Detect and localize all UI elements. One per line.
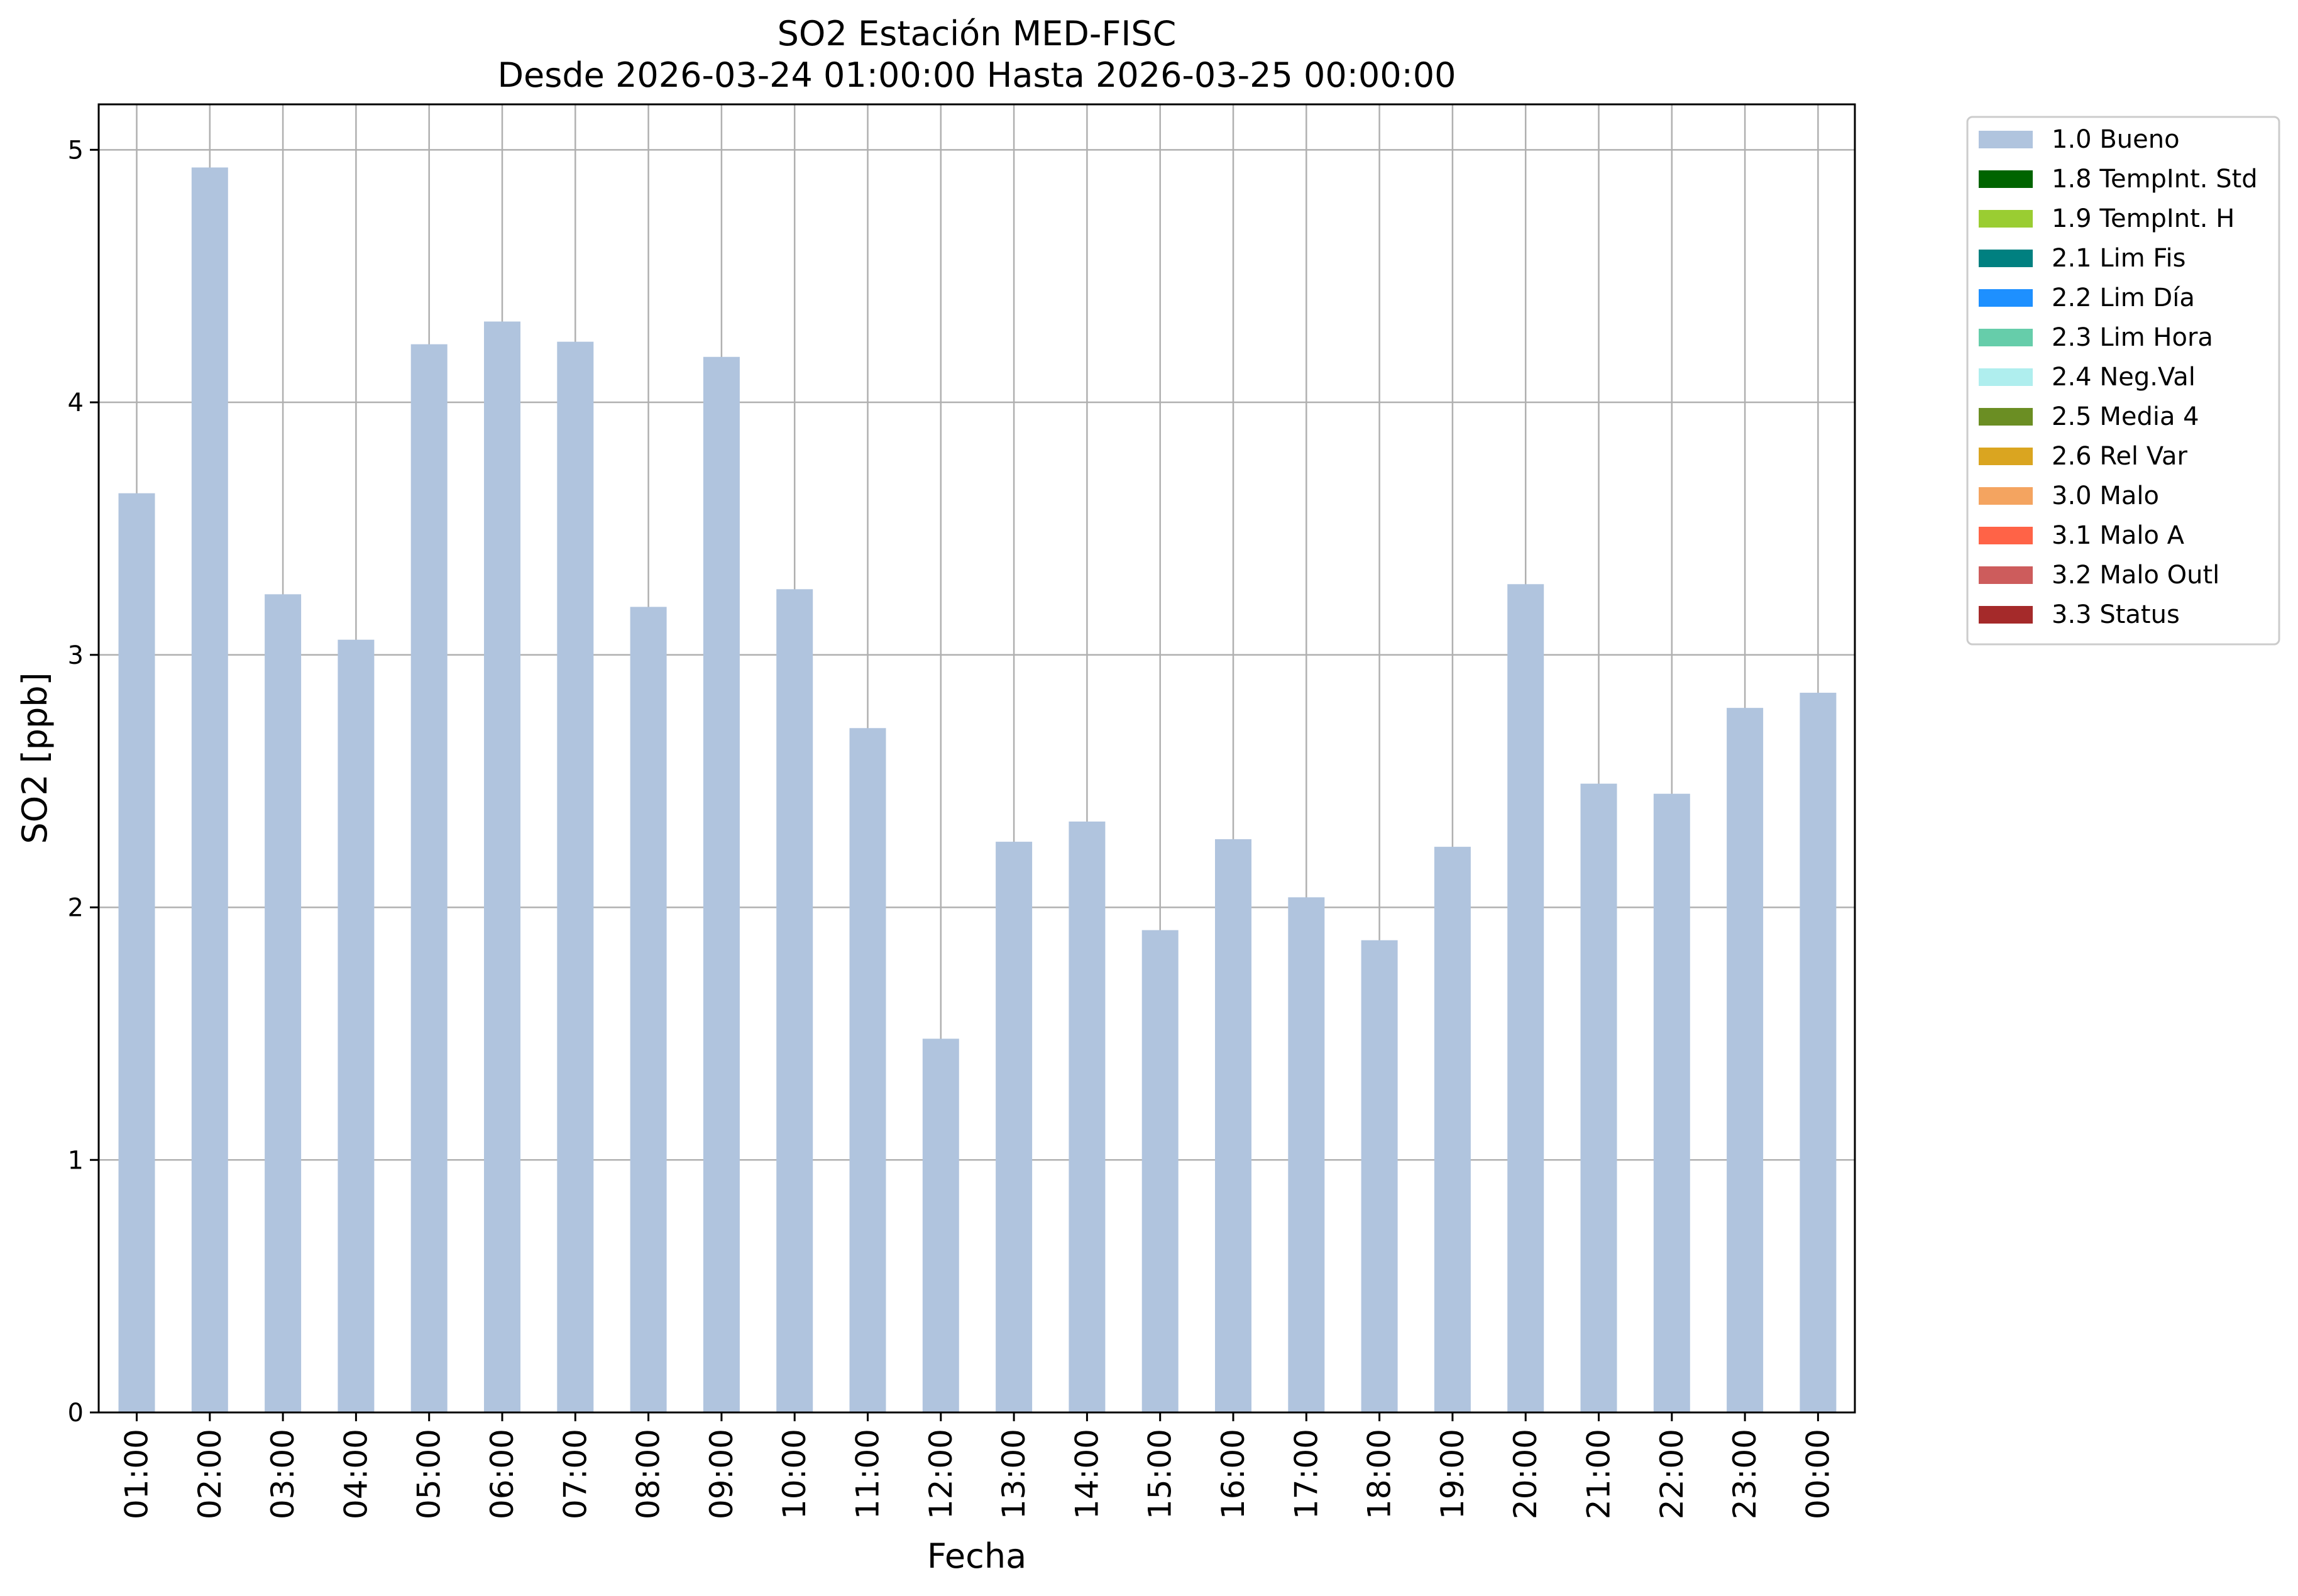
chart-subtitle: Desde 2026-03-24 01:00:00 Hasta 2026-03-… bbox=[497, 55, 1456, 95]
bar bbox=[118, 493, 155, 1412]
bar bbox=[1507, 584, 1544, 1412]
legend-label: 2.6 Rel Var bbox=[2052, 442, 2188, 471]
bar bbox=[1215, 839, 1251, 1412]
legend-swatch bbox=[1979, 606, 2033, 624]
x-tick-label: 07:00 bbox=[557, 1429, 593, 1519]
bar bbox=[191, 167, 228, 1413]
x-tick-label: 23:00 bbox=[1727, 1429, 1763, 1519]
bar bbox=[703, 356, 740, 1412]
legend-swatch bbox=[1979, 210, 2033, 228]
legend-swatch bbox=[1979, 170, 2033, 188]
x-tick-label: 13:00 bbox=[996, 1429, 1032, 1519]
bar bbox=[410, 344, 448, 1412]
x-tick-label: 03:00 bbox=[265, 1429, 301, 1519]
y-tick-label: 3 bbox=[68, 641, 84, 670]
legend-label: 3.1 Malo A bbox=[2052, 521, 2185, 550]
bar bbox=[265, 594, 302, 1413]
x-tick-label: 06:00 bbox=[484, 1429, 520, 1519]
y-tick-label: 4 bbox=[68, 388, 84, 417]
legend-swatch bbox=[1979, 448, 2033, 465]
legend-swatch bbox=[1979, 250, 2033, 267]
bar bbox=[776, 589, 813, 1412]
x-tick-label: 15:00 bbox=[1142, 1429, 1179, 1519]
legend-swatch bbox=[1979, 368, 2033, 386]
bar bbox=[338, 639, 375, 1413]
legend-swatch bbox=[1979, 329, 2033, 346]
bar bbox=[557, 341, 594, 1412]
bar bbox=[1288, 897, 1325, 1412]
y-tick-label: 2 bbox=[68, 894, 84, 923]
bar bbox=[1434, 847, 1471, 1412]
legend-label: 2.1 Lim Fis bbox=[2052, 244, 2185, 273]
legend-label: 2.2 Lim Día bbox=[2052, 283, 2195, 312]
legend-label: 1.9 TempInt. H bbox=[2052, 204, 2235, 233]
x-tick-label: 14:00 bbox=[1069, 1429, 1105, 1519]
x-tick-label: 12:00 bbox=[923, 1429, 959, 1519]
legend-label: 1.8 TempInt. Std bbox=[2052, 165, 2258, 194]
y-tick-label: 5 bbox=[68, 136, 84, 165]
x-tick-label: 04:00 bbox=[338, 1429, 374, 1519]
x-tick-label: 18:00 bbox=[1361, 1429, 1398, 1519]
bar bbox=[630, 607, 667, 1412]
legend-swatch bbox=[1979, 527, 2033, 544]
legend-label: 2.5 Media 4 bbox=[2052, 402, 2199, 431]
legend-swatch bbox=[1979, 487, 2033, 505]
x-tick-label: 11:00 bbox=[850, 1429, 886, 1519]
plot-frame bbox=[97, 103, 1856, 1414]
legend-swatch bbox=[1979, 408, 2033, 426]
legend-swatch bbox=[1979, 566, 2033, 584]
legend-label: 2.4 Neg.Val bbox=[2052, 363, 2196, 392]
bar bbox=[1361, 940, 1398, 1412]
chart-title: SO2 Estación MED-FISC bbox=[778, 14, 1177, 53]
x-tick-label: 16:00 bbox=[1215, 1429, 1251, 1519]
x-tick-label: 05:00 bbox=[411, 1429, 448, 1519]
legend: 1.0 Bueno 1.8 TempInt. Std 1.9 TempInt. H 2… bbox=[1966, 116, 2280, 646]
bar bbox=[996, 842, 1033, 1412]
x-tick-label: 19:00 bbox=[1434, 1429, 1471, 1519]
bar bbox=[1653, 793, 1690, 1412]
y-tick-label: 0 bbox=[68, 1399, 84, 1428]
legend-swatch bbox=[1979, 289, 2033, 307]
x-tick-label: 21:00 bbox=[1581, 1429, 1617, 1519]
bar bbox=[922, 1038, 959, 1412]
legend-label: 2.3 Lim Hora bbox=[2052, 323, 2213, 352]
x-tick-label: 09:00 bbox=[703, 1429, 740, 1519]
bar bbox=[1069, 821, 1106, 1412]
legend-frame bbox=[1966, 116, 2280, 646]
x-tick-label: 02:00 bbox=[192, 1429, 228, 1519]
x-tick-label: 08:00 bbox=[630, 1429, 667, 1519]
x-tick-label: 10:00 bbox=[776, 1429, 813, 1519]
x-tick-label: 00:00 bbox=[1800, 1429, 1836, 1519]
x-tick-label: 20:00 bbox=[1507, 1429, 1544, 1519]
x-axis-label: Fecha bbox=[927, 1536, 1026, 1576]
y-tick-label: 1 bbox=[68, 1146, 84, 1175]
y-axis-label: SO2 [ppb] bbox=[15, 672, 55, 844]
bar bbox=[484, 321, 520, 1413]
bar bbox=[1727, 708, 1764, 1412]
bar bbox=[1141, 930, 1179, 1412]
legend-label: 3.0 Malo bbox=[2052, 482, 2159, 510]
legend-swatch bbox=[1979, 131, 2033, 148]
x-tick-label: 22:00 bbox=[1654, 1429, 1690, 1519]
legend-label: 1.0 Bueno bbox=[2052, 125, 2180, 154]
x-tick-label: 01:00 bbox=[119, 1429, 155, 1519]
bar bbox=[1800, 693, 1837, 1412]
legend-label: 3.3 Status bbox=[2052, 600, 2180, 629]
legend-label: 3.2 Malo Outl bbox=[2052, 561, 2219, 590]
x-tick-label: 17:00 bbox=[1288, 1429, 1324, 1519]
bar bbox=[1580, 783, 1617, 1412]
bar bbox=[849, 728, 886, 1412]
